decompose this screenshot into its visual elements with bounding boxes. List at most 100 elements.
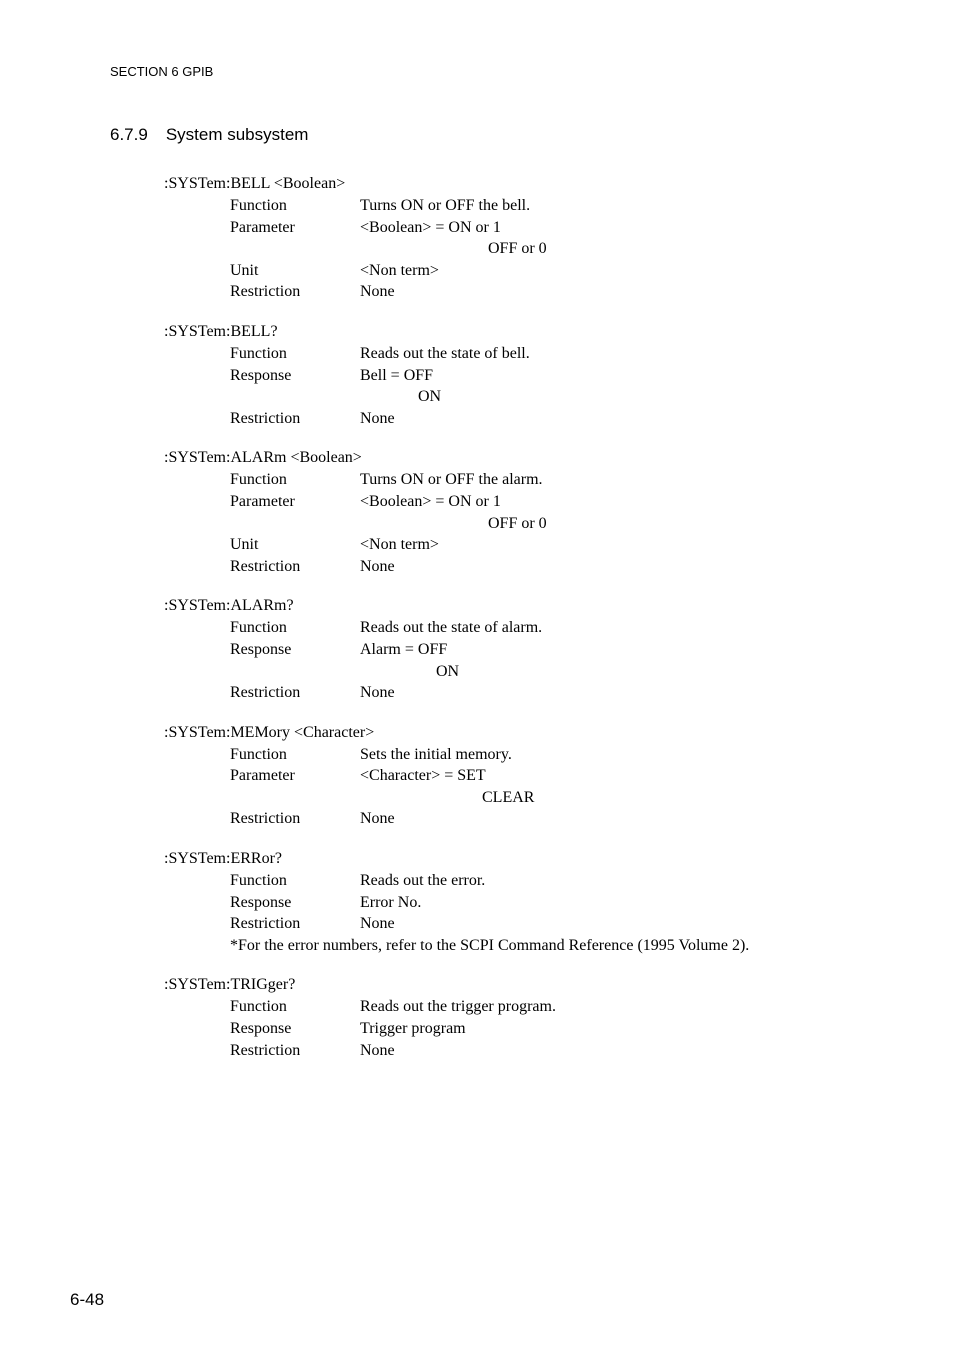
command-row: FunctionReads out the state of bell. — [230, 343, 874, 365]
command-row: ON — [230, 661, 874, 683]
row-label: Parameter — [230, 491, 360, 513]
command-row: FunctionSets the initial memory. — [230, 744, 874, 766]
row-label: Function — [230, 469, 360, 491]
command-row: OFF or 0 — [230, 238, 874, 260]
command-name: :SYSTem:ALARm? — [164, 597, 874, 615]
row-label: Response — [230, 892, 360, 914]
command-row: RestrictionNone — [230, 913, 874, 935]
row-label: Restriction — [230, 913, 360, 935]
row-label: Response — [230, 639, 360, 661]
command-row: Parameter<Character> = SET — [230, 765, 874, 787]
command-row: RestrictionNone — [230, 808, 874, 830]
command-row: CLEAR — [230, 787, 874, 809]
row-label — [230, 661, 360, 683]
row-value: Trigger program — [360, 1018, 874, 1040]
row-value: None — [360, 281, 874, 303]
row-value: Sets the initial memory. — [360, 744, 874, 766]
row-label: Function — [230, 343, 360, 365]
row-label: Restriction — [230, 1040, 360, 1062]
row-label: Function — [230, 996, 360, 1018]
row-label: Restriction — [230, 408, 360, 430]
command-row: ResponseError No. — [230, 892, 874, 914]
row-label: Function — [230, 617, 360, 639]
row-label: Unit — [230, 534, 360, 556]
command-row: FunctionReads out the error. — [230, 870, 874, 892]
command-name: :SYSTem:BELL? — [164, 323, 874, 341]
row-value: <Boolean> = ON or 1 — [360, 491, 874, 513]
row-value: None — [360, 556, 874, 578]
row-value: <Non term> — [360, 260, 874, 282]
row-label: Response — [230, 1018, 360, 1040]
row-value: None — [360, 408, 874, 430]
row-value: Turns ON or OFF the alarm. — [360, 469, 874, 491]
command-name: :SYSTem:TRIGger? — [164, 976, 874, 994]
row-value: <Character> = SET — [360, 765, 874, 787]
command-block: :SYSTem:TRIGger? FunctionReads out the tr… — [110, 976, 874, 1061]
row-label: Function — [230, 195, 360, 217]
command-row: RestrictionNone — [230, 408, 874, 430]
row-value: <Non term> — [360, 534, 874, 556]
command-name: :SYSTem:ERRor? — [164, 850, 874, 868]
command-row: FunctionReads out the trigger program. — [230, 996, 874, 1018]
section-header: SECTION 6 GPIB — [110, 64, 874, 79]
subsection-text: System subsystem — [166, 125, 309, 144]
row-label — [230, 513, 360, 535]
row-value: Reads out the state of bell. — [360, 343, 874, 365]
command-block: :SYSTem:BELL <Boolean> FunctionTurns ON o… — [110, 175, 874, 303]
command-name: :SYSTem:ALARm <Boolean> — [164, 449, 874, 467]
command-block: :SYSTem:ERRor? FunctionReads out the erro… — [110, 850, 874, 956]
row-value: CLEAR — [360, 787, 874, 809]
row-value: OFF or 0 — [360, 238, 874, 260]
row-value: None — [360, 808, 874, 830]
row-value: Turns ON or OFF the bell. — [360, 195, 874, 217]
row-value: <Boolean> = ON or 1 — [360, 217, 874, 239]
row-label: Function — [230, 744, 360, 766]
command-row: FunctionTurns ON or OFF the bell. — [230, 195, 874, 217]
subsection-number: 6.7.9 — [110, 125, 148, 144]
row-label: Unit — [230, 260, 360, 282]
row-value: None — [360, 682, 874, 704]
row-value: Alarm = OFF — [360, 639, 874, 661]
row-label: Restriction — [230, 556, 360, 578]
row-value: Reads out the error. — [360, 870, 874, 892]
command-name: :SYSTem:BELL <Boolean> — [164, 175, 874, 193]
command-row: RestrictionNone — [230, 682, 874, 704]
command-row: RestrictionNone — [230, 281, 874, 303]
row-value: Reads out the state of alarm. — [360, 617, 874, 639]
command-row: OFF or 0 — [230, 513, 874, 535]
row-label: Parameter — [230, 765, 360, 787]
row-label: Restriction — [230, 281, 360, 303]
command-row: RestrictionNone — [230, 556, 874, 578]
command-block: :SYSTem:ALARm <Boolean> FunctionTurns ON … — [110, 449, 874, 577]
row-label — [230, 787, 360, 809]
command-row: ResponseTrigger program — [230, 1018, 874, 1040]
command-block: :SYSTem:ALARm? FunctionReads out the stat… — [110, 597, 874, 703]
command-row: Parameter<Boolean> = ON or 1 — [230, 217, 874, 239]
row-label: Function — [230, 870, 360, 892]
row-value: None — [360, 1040, 874, 1062]
command-row: FunctionTurns ON or OFF the alarm. — [230, 469, 874, 491]
row-label: Restriction — [230, 808, 360, 830]
row-value: Bell = OFF — [360, 365, 874, 387]
command-name: :SYSTem:MEMory <Character> — [164, 724, 874, 742]
command-block: :SYSTem:MEMory <Character> FunctionSets t… — [110, 724, 874, 830]
row-label — [230, 238, 360, 260]
page-number: 6-48 — [70, 1290, 104, 1310]
command-row: Parameter<Boolean> = ON or 1 — [230, 491, 874, 513]
command-row: Unit<Non term> — [230, 534, 874, 556]
command-note: *For the error numbers, refer to the SCP… — [230, 935, 874, 957]
command-row: FunctionReads out the state of alarm. — [230, 617, 874, 639]
command-row: ResponseAlarm = OFF — [230, 639, 874, 661]
row-value: Reads out the trigger program. — [360, 996, 874, 1018]
row-label: Response — [230, 365, 360, 387]
command-row: Unit<Non term> — [230, 260, 874, 282]
command-row: RestrictionNone — [230, 1040, 874, 1062]
row-label — [230, 386, 360, 408]
row-label: Parameter — [230, 217, 360, 239]
command-row: ResponseBell = OFF — [230, 365, 874, 387]
row-label: Restriction — [230, 682, 360, 704]
command-row: ON — [230, 386, 874, 408]
command-block: :SYSTem:BELL? FunctionReads out the state… — [110, 323, 874, 429]
row-value: None — [360, 913, 874, 935]
row-value: Error No. — [360, 892, 874, 914]
